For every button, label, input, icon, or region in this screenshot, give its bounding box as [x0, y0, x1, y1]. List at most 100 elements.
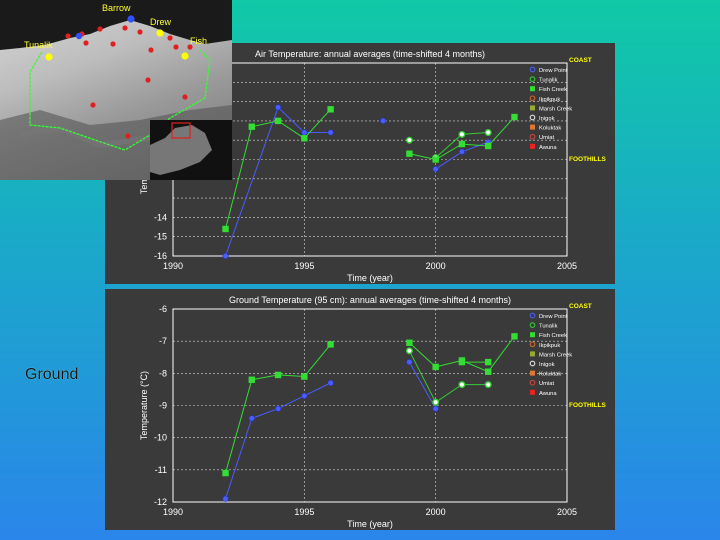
blue-site-dot: [75, 32, 83, 40]
legend-marker: [530, 332, 535, 338]
map-label-barrow: Barrow: [102, 3, 131, 13]
data-point-ring: [458, 130, 466, 138]
data-point-square: [432, 156, 439, 163]
x-tick-label: 2005: [557, 261, 577, 271]
x-axis-label: Time (year): [347, 519, 393, 529]
ground-temperature-plot: 1990 1995 2000 2005 -12 -11 -10 -9 -8 -7 -6 Ground …: [139, 295, 606, 529]
data-point-square: [222, 225, 229, 233]
legend-marker: [529, 341, 536, 348]
y-tick-label: -6: [159, 304, 167, 314]
y-tick-label: -14: [154, 212, 167, 222]
legend-marker: [530, 86, 535, 92]
x-tick-label: 1990: [163, 507, 183, 517]
x-tick-label: 1995: [294, 507, 314, 517]
data-point-square: [327, 106, 334, 113]
fish-dot: [181, 52, 189, 60]
data-point-circle: [301, 392, 308, 399]
data-point-circle: [432, 405, 439, 412]
chart-title: Ground Temperature (95 cm): annual avera…: [229, 295, 511, 305]
data-point-square: [406, 150, 413, 157]
legend-label: Tunalik: [539, 78, 558, 84]
data-point-square: [301, 373, 308, 380]
data-point-square: [458, 358, 466, 366]
legend-marker: [530, 124, 535, 130]
x-tick-label: 2000: [426, 261, 446, 271]
ground-side-label: Ground: [25, 366, 79, 383]
data-point-square: [222, 469, 229, 477]
data-point-ring: [484, 381, 492, 389]
legend-label: Tunalik: [539, 324, 558, 330]
legend-label: Inigok: [539, 362, 555, 368]
y-tick-label: -8: [159, 368, 167, 378]
air-temperature-chart: 1990 1995 2000 2005 -16 -15 -14 Air Temperature…: [105, 43, 615, 284]
chart-title: Air Temperature: annual averages (time-s…: [255, 49, 485, 59]
data-point-circle: [380, 117, 387, 124]
legend-label: Koluktak: [539, 126, 561, 132]
y-tick-label: -10: [154, 433, 167, 443]
data-point-square: [511, 333, 518, 340]
site-map-graphic: Barrow Drew Tunalik Fish: [0, 0, 232, 180]
data-point-ring: [458, 381, 466, 389]
y-tick-label: -7: [159, 336, 167, 346]
data-point-circle: [222, 495, 229, 502]
y-tick-label: -9: [159, 401, 167, 411]
legend-marker: [530, 105, 535, 111]
x-tick-label: 1995: [294, 261, 314, 271]
legend-marker: [529, 322, 536, 328]
drew-dot: [156, 29, 164, 37]
legend-marker: [530, 143, 535, 149]
data-point-square: [301, 135, 308, 142]
legend-label: Awuna: [539, 145, 557, 151]
data-point-square: [406, 339, 413, 346]
legend-label: Fish Creek: [539, 333, 567, 339]
y-axis-label: Temperature (°C): [139, 371, 149, 440]
data-point-circle: [222, 252, 229, 260]
legend-label: Umiat: [539, 135, 555, 141]
ground-temperature-chart: 1990 1995 2000 2005 -12 -11 -10 -9 -8 -7 -6 Ground …: [105, 289, 615, 530]
x-tick-label: 1990: [163, 261, 183, 271]
series-line: [408, 361, 437, 409]
zone-label-foothills: FOOTHILLS: [569, 402, 606, 409]
locator-box: [171, 122, 191, 139]
reserve-boundary: [29, 49, 211, 151]
data-point-ring: [432, 398, 440, 406]
data-point-circle: [458, 148, 466, 155]
legend-marker: [529, 360, 536, 367]
data-point-circle: [248, 415, 255, 422]
legend-label: Ikpikpuk: [539, 97, 560, 103]
tunalik-dot: [45, 53, 53, 61]
legend-label: Marsh Creek: [539, 106, 572, 112]
data-point-ring: [484, 128, 492, 136]
data-point-square: [274, 117, 282, 125]
zone-label-foothills: FOOTHILLS: [569, 156, 606, 163]
legend-label: Koluktak: [539, 372, 561, 378]
ocean-shape: [0, 0, 232, 50]
legend-marker: [530, 351, 535, 357]
data-point-square: [248, 123, 255, 130]
zone-label-coast: COAST: [569, 303, 592, 310]
data-point-square: [458, 140, 466, 148]
data-point-square: [485, 142, 492, 150]
x-axis-label: Time (year): [347, 273, 393, 283]
site-dots: [65, 25, 193, 139]
y-tick-label: -11: [155, 465, 167, 475]
y-tick-label: -12: [154, 497, 167, 507]
data-point-square: [274, 371, 282, 379]
legend-marker: [529, 379, 536, 386]
data-point-circle: [301, 129, 308, 136]
data-point-circle: [432, 166, 439, 173]
legend-label: Inigok: [539, 116, 555, 122]
series-line: [408, 350, 489, 404]
locator-land: [150, 125, 212, 175]
air-temperature-plot: 1990 1995 2000 2005 -16 -15 -14 Air Temperature…: [139, 49, 606, 283]
map-label-drew: Drew: [150, 17, 172, 27]
legend-marker: [529, 76, 536, 82]
legend-marker: [530, 389, 535, 395]
data-point-square: [511, 113, 518, 121]
data-point-circle: [274, 405, 282, 412]
y-tick-label: -15: [154, 232, 167, 242]
map-label-tunalik: Tunalik: [24, 40, 53, 50]
legend-marker: [529, 133, 536, 140]
legend-marker: [529, 66, 536, 73]
legend-label: Awuna: [539, 391, 557, 397]
